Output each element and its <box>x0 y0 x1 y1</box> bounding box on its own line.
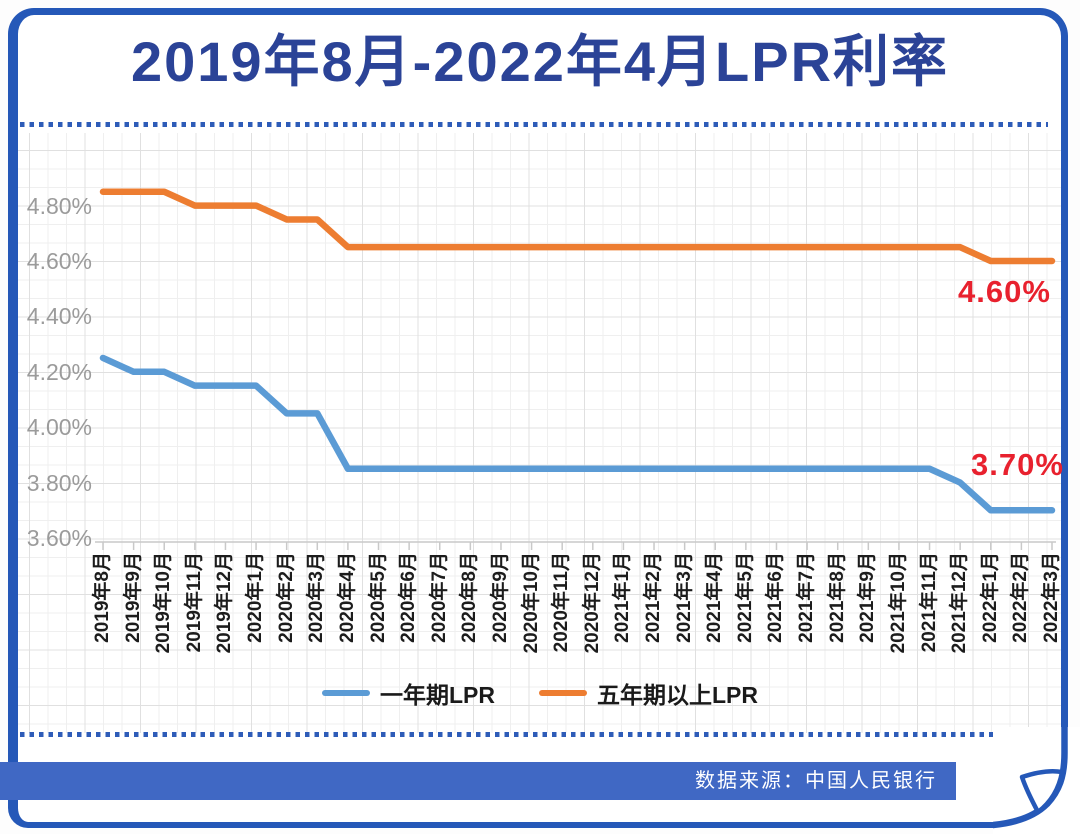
dotted-divider-top <box>20 122 1048 127</box>
x-axis-tick-label: 2020年12月 <box>581 552 603 654</box>
x-axis-tick-label: 2022年1月 <box>979 552 1001 643</box>
x-axis-tick-label: 2019年8月 <box>92 552 113 643</box>
x-axis-tick-label: 2020年5月 <box>367 552 389 643</box>
x-axis-tick-label: 2021年6月 <box>765 552 787 643</box>
x-axis-tick-label: 2021年11月 <box>918 552 940 653</box>
x-axis-tick-label: 2020年2月 <box>275 552 297 643</box>
x-axis-tick-label: 2021年8月 <box>826 552 848 643</box>
x-axis-tick-label: 2020年4月 <box>336 552 358 643</box>
x-axis-tick-label: 2020年10月 <box>520 552 542 654</box>
legend-line-swatch <box>322 689 370 697</box>
legend-item: 一年期LPR <box>322 676 495 710</box>
x-axis-tick-label: 2020年8月 <box>459 552 481 643</box>
y-axis-tick-label: 4.60% <box>26 248 92 274</box>
annotation-five-year-lpr: 4.60% <box>958 274 1051 309</box>
source-banner-text: 数据来源：中国人民银行 <box>695 770 937 792</box>
legend-label: 五年期以上LPR <box>597 682 758 708</box>
x-axis-tick-label: 2019年11月 <box>183 552 205 653</box>
x-axis-tick-label: 2021年2月 <box>643 552 665 643</box>
x-axis-tick-label: 2021年1月 <box>612 552 634 643</box>
page-curl-corner <box>993 727 1080 834</box>
x-axis-tick-label: 2022年3月 <box>1041 552 1062 643</box>
x-axis-tick-label: 2021年7月 <box>796 552 818 643</box>
x-axis-tick-label: 2022年2月 <box>1010 552 1032 643</box>
legend-item: 五年期以上LPR <box>539 676 758 710</box>
dotted-divider-bottom <box>20 732 1050 737</box>
x-axis-tick-label: 2020年1月 <box>245 552 267 643</box>
x-axis-tick-label: 2021年10月 <box>887 552 909 654</box>
x-axis-tick-label: 2020年6月 <box>398 552 420 643</box>
chart-legend: 一年期LPR 五年期以上LPR <box>0 676 1080 710</box>
legend-label: 一年期LPR <box>380 682 495 708</box>
x-axis-tick-label: 2020年11月 <box>551 552 573 653</box>
x-axis-tick-label: 2020年9月 <box>489 552 511 643</box>
x-axis-tick-label: 2020年7月 <box>428 552 450 643</box>
y-axis-tick-label: 4.40% <box>26 303 92 330</box>
y-axis-tick-label: 4.20% <box>26 358 92 385</box>
x-axis-tick-label: 2021年9月 <box>857 552 879 643</box>
x-axis-tick-label: 2019年10月 <box>153 552 175 654</box>
legend-line-swatch <box>539 689 587 697</box>
x-axis-tick-label: 2019年12月 <box>214 552 236 654</box>
y-axis-tick-label: 4.80% <box>26 192 92 219</box>
source-banner: 数据来源：中国人民银行 <box>0 762 956 800</box>
x-axis-tick-label: 2020年3月 <box>306 552 328 643</box>
y-axis-tick-label: 3.60% <box>26 525 92 551</box>
y-axis-tick-label: 4.00% <box>26 414 92 441</box>
annotation-one-year-lpr: 3.70% <box>971 447 1064 482</box>
x-axis-tick-label: 2021年5月 <box>734 552 756 643</box>
x-axis-tick-label: 2019年9月 <box>122 552 144 643</box>
page-title: 2019年8月-2022年4月LPR利率 <box>130 30 950 93</box>
x-axis-tick-label: 2021年4月 <box>704 552 726 643</box>
x-axis-tick-label: 2021年3月 <box>673 552 695 643</box>
y-axis-tick-label: 3.80% <box>26 469 92 496</box>
x-axis-tick-label: 2021年12月 <box>949 552 971 654</box>
